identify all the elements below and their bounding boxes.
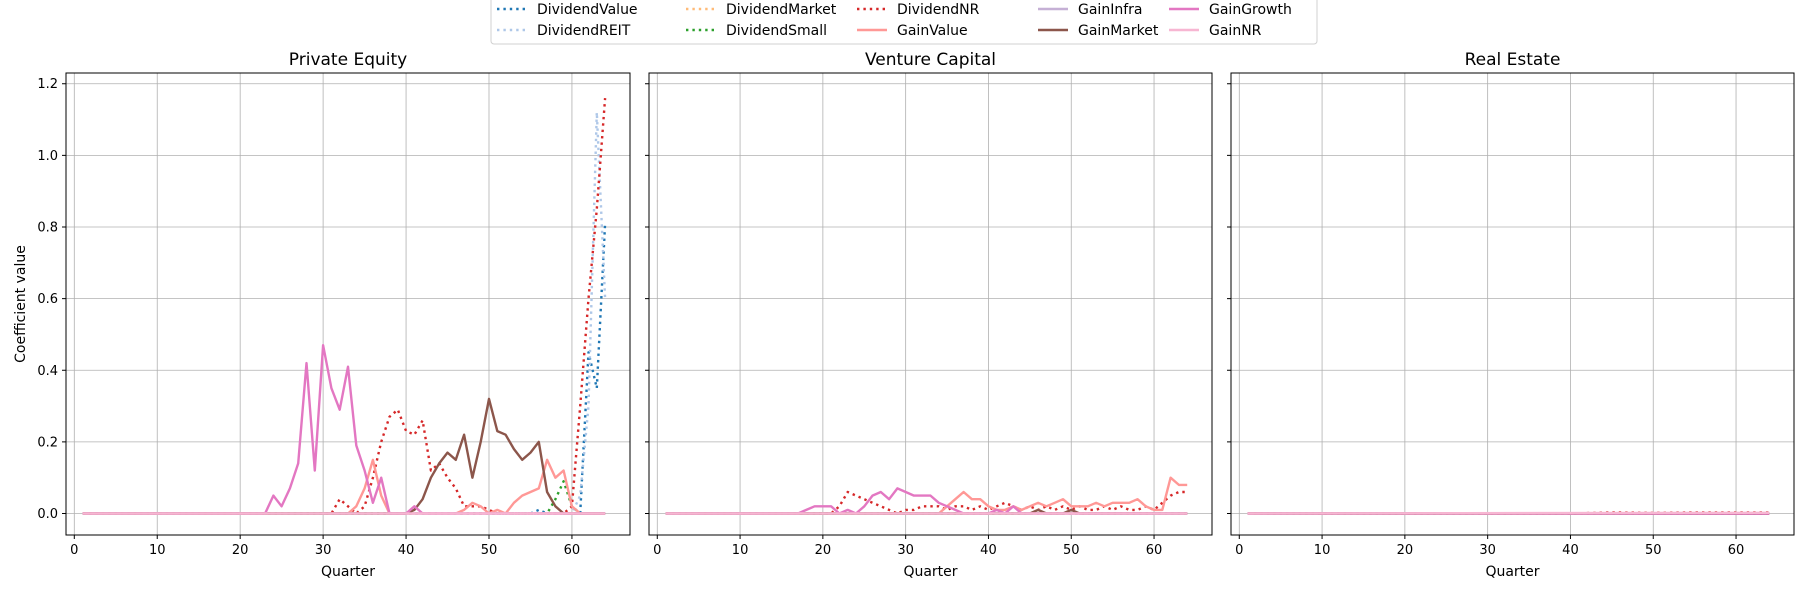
x-tick-label: 20 — [232, 543, 249, 558]
legend-item-dividendreit: DividendREIT — [497, 23, 631, 39]
series-line-dividendsmall — [82, 480, 606, 515]
x-tick-label: 60 — [1146, 543, 1163, 558]
y-tick-label: 0.8 — [37, 221, 58, 236]
x-tick-label: 30 — [315, 543, 332, 558]
x-tick-label: 10 — [1314, 543, 1331, 558]
legend-label: DividendValue — [537, 2, 638, 18]
series-line-gainmarket — [82, 397, 606, 515]
x-tick-label: 0 — [653, 543, 661, 558]
y-tick-label: 1.2 — [37, 77, 58, 92]
x-tick-label: 40 — [980, 543, 997, 558]
x-tick-label: 60 — [564, 543, 581, 558]
series-line-dividendnr — [665, 490, 1188, 515]
y-tick-label: 0.2 — [37, 435, 58, 450]
x-tick-label: 10 — [149, 543, 166, 558]
legend-label: GainValue — [897, 23, 968, 39]
series-line-gainnr — [1247, 511, 1770, 515]
panel-title: Venture Capital — [865, 50, 996, 70]
series-line-gainvalue — [82, 458, 606, 515]
legend-label: DividendSmall — [726, 23, 827, 39]
plot-frame — [65, 72, 631, 536]
x-tick-label: 50 — [1645, 543, 1662, 558]
plot-frame — [648, 72, 1213, 536]
legend-item-dividendvalue: DividendValue — [497, 2, 638, 18]
legend-label: GainInfra — [1078, 2, 1142, 18]
legend-item-gaininfra: GainInfra — [1038, 2, 1142, 18]
legend-label: GainMarket — [1078, 23, 1159, 39]
x-tick-label: 50 — [1063, 543, 1080, 558]
x-tick-label: 0 — [1235, 543, 1243, 558]
legend-item-dividendnr: DividendNR — [857, 2, 980, 18]
y-tick-label: 0.4 — [37, 364, 58, 379]
x-tick-label: 40 — [398, 543, 415, 558]
y-tick-label: 0.0 — [37, 507, 58, 522]
x-tick-label: 50 — [481, 543, 498, 558]
series-line-gainvalue — [665, 476, 1188, 515]
x-axis-label: Quarter — [321, 564, 375, 580]
x-tick-label: 10 — [732, 543, 749, 558]
panel-private-equity: 0 10 20 30 40 50 60 0.0 0.2 0.4 0.6 0.8 1.0 1.2 Privat… — [37, 50, 631, 580]
legend-label: DividendREIT — [537, 23, 631, 39]
panel-real-estate: 0 10 20 30 40 50 60 Real Estate Quarter — [1227, 50, 1795, 580]
legend-item-dividendsmall: DividendSmall — [686, 23, 827, 39]
x-axis-label: Quarter — [903, 564, 957, 580]
x-tick-label: 20 — [1397, 543, 1414, 558]
legend-frame — [490, 0, 1318, 45]
series-group — [1247, 511, 1770, 515]
series-line-gaingrowth — [665, 487, 1188, 515]
y-axis-label: Coefficient value — [13, 245, 29, 363]
series-line-dividendnr — [82, 98, 607, 515]
legend-item-dividendmarket: DividendMarket — [686, 2, 837, 18]
series-group — [82, 98, 607, 515]
panel-title: Private Equity — [289, 50, 407, 70]
x-tick-label: 60 — [1728, 543, 1745, 558]
legend-item-gainvalue: GainValue — [857, 23, 968, 39]
legend-item-gaingrowth: GainGrowth — [1169, 2, 1292, 18]
legend-label: GainGrowth — [1209, 2, 1292, 18]
plot-frame — [1230, 72, 1795, 536]
y-tick-label: 0.6 — [37, 292, 58, 307]
x-axis-label: Quarter — [1485, 564, 1539, 580]
legend-label: GainNR — [1209, 23, 1262, 39]
x-tick-label: 20 — [815, 543, 832, 558]
panel-title: Real Estate — [1465, 50, 1561, 70]
legend-item-gainnr: GainNR — [1169, 23, 1262, 39]
legend-label: DividendMarket — [726, 2, 837, 18]
legend-label: DividendNR — [897, 2, 980, 18]
x-tick-label: 30 — [1479, 543, 1496, 558]
series-line-dividendvalue — [82, 223, 607, 515]
series-line-dividendreit — [82, 111, 607, 515]
panel-venture-capital: 0 10 20 30 40 50 60 Venture Capital Quarter — [645, 50, 1213, 580]
x-tick-label: 0 — [70, 543, 78, 558]
y-tick-label: 1.0 — [37, 149, 58, 164]
series-group — [665, 476, 1188, 515]
x-tick-label: 40 — [1562, 543, 1579, 558]
legend: DividendValue DividendREIT DividendMarket D… — [490, 0, 1318, 45]
legend-item-gainmarket: GainMarket — [1038, 23, 1159, 39]
x-tick-label: 30 — [897, 543, 914, 558]
